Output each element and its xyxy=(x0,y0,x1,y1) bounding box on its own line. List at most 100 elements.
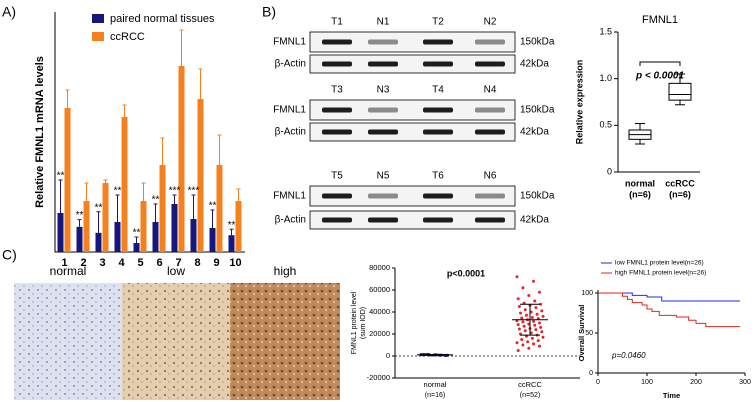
point xyxy=(519,311,523,315)
error-bar xyxy=(217,134,222,165)
annotation: p<0.0001 xyxy=(447,268,485,278)
axis xyxy=(394,268,580,379)
blot-band xyxy=(423,107,453,113)
x-tick-sublabel: (n=52) xyxy=(520,392,540,399)
blot-frame xyxy=(309,99,516,121)
x-tick-sublabel: (n=16) xyxy=(425,392,445,399)
x-tick-label: 9 xyxy=(213,257,219,269)
point xyxy=(526,340,530,344)
survival-line xyxy=(598,292,741,328)
whisker-high xyxy=(635,122,645,130)
x-tick-label: 3 xyxy=(99,257,105,269)
row-label: β-Actin xyxy=(275,59,306,70)
blot-band xyxy=(475,129,505,135)
bar xyxy=(228,235,235,252)
blot-band xyxy=(423,193,453,199)
legend-swatch xyxy=(92,32,104,41)
y-tick-label: 20000 xyxy=(369,329,390,338)
blot-band xyxy=(368,193,398,199)
point xyxy=(516,323,520,327)
point xyxy=(541,335,545,339)
y-tick-label: 1.5 xyxy=(599,26,612,36)
x-tick-label: normal xyxy=(625,178,655,188)
lane-label: T4 xyxy=(432,85,444,96)
blot-band xyxy=(322,129,352,135)
point xyxy=(537,344,541,348)
bar xyxy=(57,213,64,252)
significance: ** xyxy=(57,171,65,182)
x-tick-label: ccRCC xyxy=(665,178,695,188)
bar xyxy=(121,117,128,252)
bar xyxy=(76,226,83,252)
blot-band xyxy=(322,39,352,45)
bar xyxy=(178,66,185,252)
significance: ** xyxy=(152,195,160,206)
x-tick-sublabel: (n=6) xyxy=(669,189,691,199)
significance: ** xyxy=(114,186,122,197)
blot-band xyxy=(322,61,352,67)
x-tick-label: 300 xyxy=(739,379,751,386)
blot-band xyxy=(475,61,505,67)
blot-band xyxy=(322,107,352,113)
lane-label: T5 xyxy=(331,171,343,182)
x-tick-label: 5 xyxy=(137,257,143,269)
size-label: 42kDa xyxy=(520,127,549,138)
blot-frame xyxy=(309,54,516,74)
point xyxy=(540,309,544,313)
error-bar xyxy=(141,182,146,201)
point xyxy=(532,319,536,323)
panel-label: B) xyxy=(262,4,276,20)
y-tick-label: -20000 xyxy=(367,373,390,382)
x-axis-label: Time xyxy=(663,391,680,400)
x-tick-label: 200 xyxy=(690,379,702,386)
lane-label: N4 xyxy=(484,85,497,96)
bar xyxy=(133,243,140,252)
point xyxy=(521,286,525,290)
panel-label: C) xyxy=(2,247,17,263)
blot-band xyxy=(423,61,453,67)
y-axis-label: (sum IOD) xyxy=(360,307,367,339)
y-axis-label: FMNL1 protein level xyxy=(351,291,358,354)
blot-band xyxy=(368,61,398,67)
error-bar xyxy=(65,89,70,108)
row-label: FMNL1 xyxy=(273,191,306,202)
point xyxy=(522,324,526,328)
x-tick-label: ccRCC xyxy=(518,380,542,389)
point xyxy=(517,305,521,308)
bar xyxy=(190,219,197,252)
point xyxy=(515,275,519,279)
axis xyxy=(597,290,745,374)
size-label: 42kDa xyxy=(520,215,549,226)
error-bar xyxy=(115,194,120,222)
whisker-high xyxy=(675,73,685,84)
x-tick-sublabel: (n=6) xyxy=(629,189,651,199)
error-bar xyxy=(153,203,158,222)
ihc-label: high xyxy=(274,264,297,278)
y-tick-label: 50 xyxy=(585,330,593,337)
bar xyxy=(114,222,121,252)
point xyxy=(534,306,538,310)
bar xyxy=(171,204,178,252)
error-bar xyxy=(172,194,177,204)
significance: *** xyxy=(169,186,181,197)
y-axis-label: Relative expression xyxy=(574,60,584,145)
row-label: FMNL1 xyxy=(273,105,306,116)
y-axis-label: Relative FMNL1 mRNA levels xyxy=(34,56,46,208)
blot-band xyxy=(368,217,398,223)
whisker-low xyxy=(635,139,645,145)
bar xyxy=(152,222,159,252)
x-tick-label: 2 xyxy=(80,257,86,269)
point xyxy=(527,294,531,297)
point xyxy=(539,325,543,329)
significance: ** xyxy=(209,201,217,212)
point xyxy=(539,302,543,306)
error-bar xyxy=(96,211,101,233)
lane-label: N3 xyxy=(377,85,390,96)
error-bar xyxy=(191,194,196,219)
bar xyxy=(159,165,166,252)
y-tick-label: 0.5 xyxy=(599,120,612,130)
size-label: 150kDa xyxy=(520,37,555,48)
blot-band xyxy=(368,107,398,113)
point xyxy=(524,313,528,317)
point xyxy=(532,279,536,283)
